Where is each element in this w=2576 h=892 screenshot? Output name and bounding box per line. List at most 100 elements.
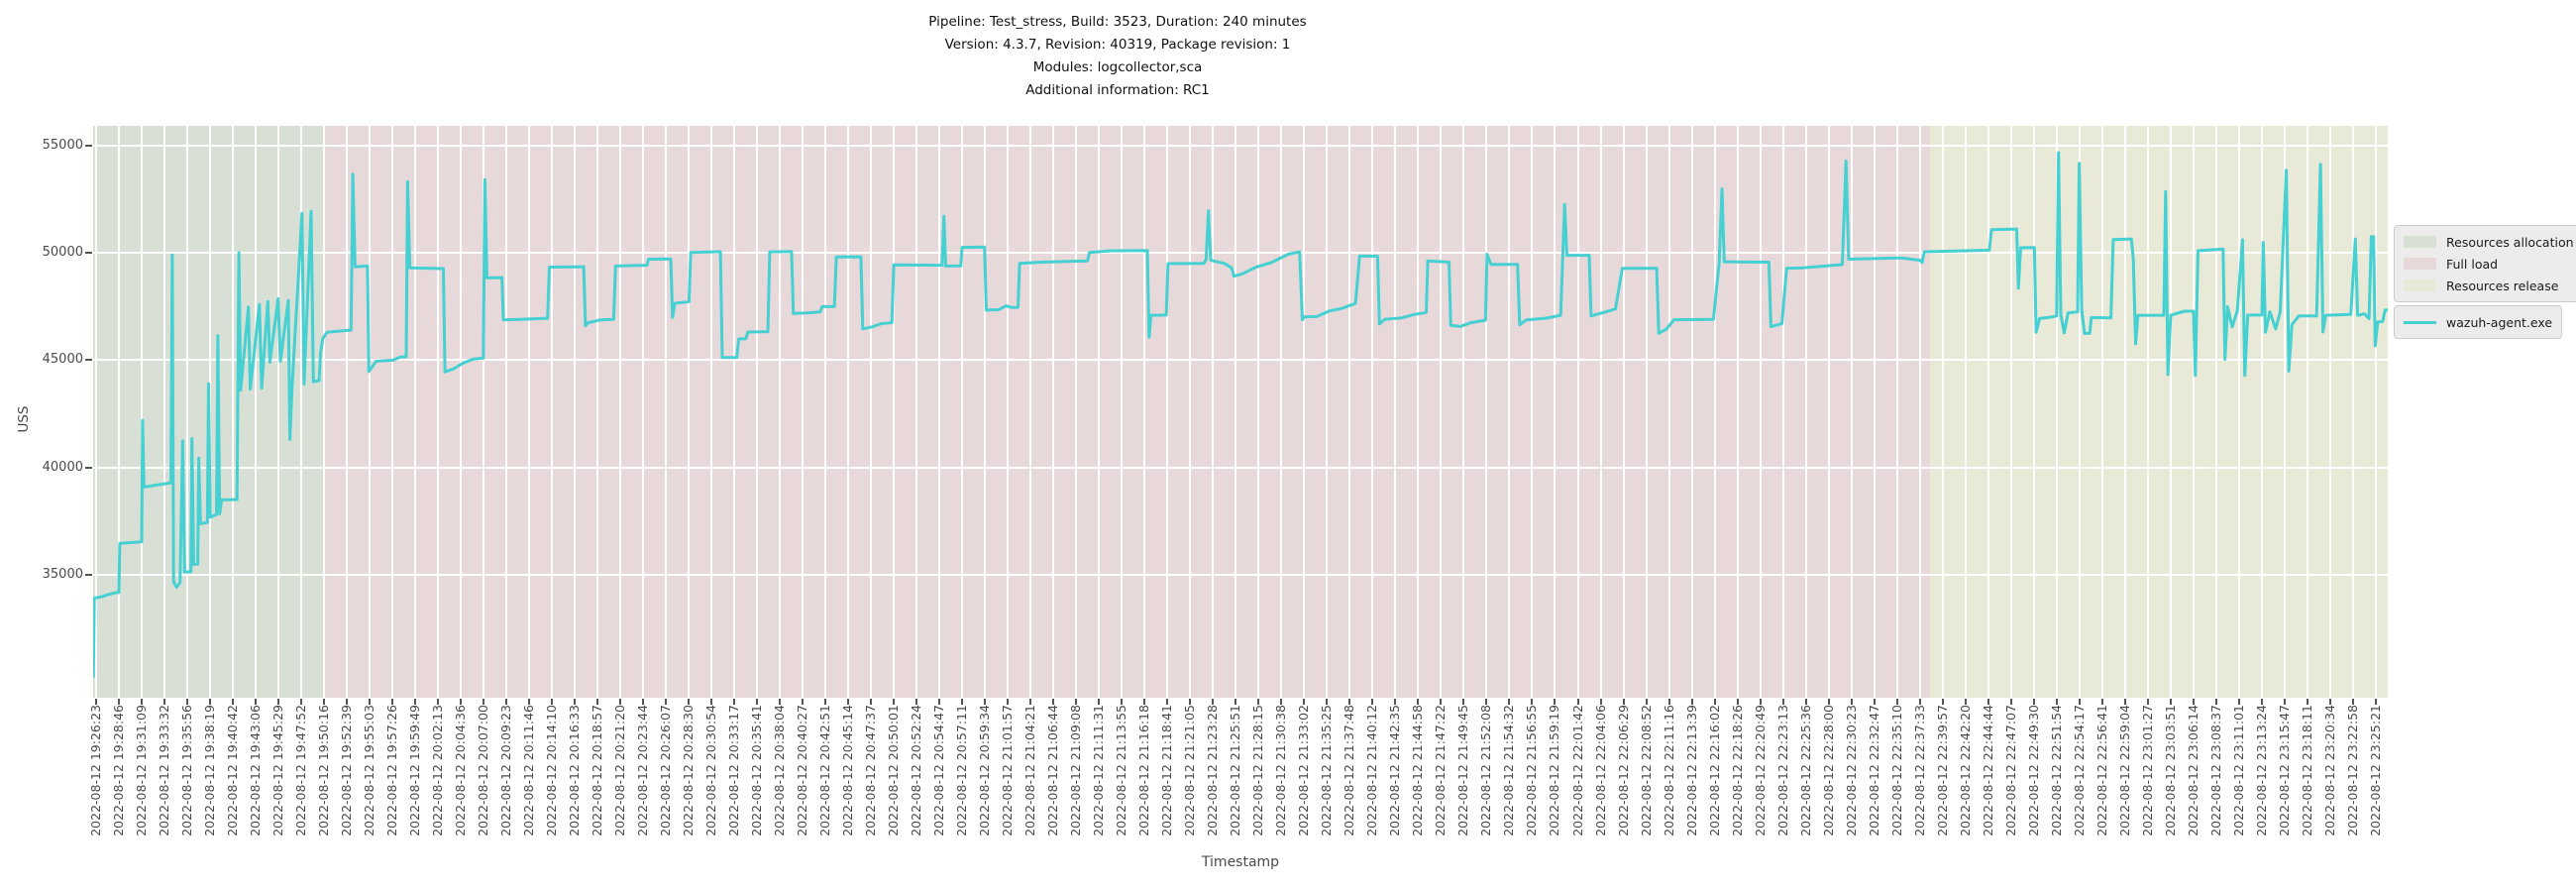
x-grid-line (527, 126, 530, 698)
x-tick-label: 2022-08-12 23:18:11 (2299, 705, 2314, 836)
y-grid-line (93, 466, 2388, 469)
x-tick-mark (1941, 699, 1944, 705)
x-grid-line (938, 126, 941, 698)
x-grid-line (687, 126, 690, 698)
x-tick-label: 2022-08-12 21:01:57 (1000, 705, 1016, 836)
x-tick-mark (938, 699, 941, 705)
y-grid-line (93, 574, 2388, 577)
x-tick-mark (1873, 699, 1876, 705)
x-tick-label: 2022-08-12 20:47:37 (863, 705, 879, 836)
x-tick-label: 2022-08-12 22:42:20 (1957, 705, 1973, 836)
x-grid-line (1508, 126, 1511, 698)
legend-swatch (2404, 236, 2436, 248)
x-tick-mark (140, 699, 143, 705)
x-tick-mark (1599, 699, 1602, 705)
x-tick-label: 2022-08-12 21:28:15 (1250, 705, 1266, 836)
x-grid-line (482, 126, 484, 698)
x-tick-label: 2022-08-12 21:47:22 (1433, 705, 1449, 836)
x-grid-line (185, 126, 188, 698)
x-tick-mark (459, 699, 462, 705)
x-grid-line (984, 126, 987, 698)
x-tick-label: 2022-08-12 22:08:52 (1638, 705, 1654, 836)
x-tick-label: 2022-08-12 20:35:41 (748, 705, 764, 836)
x-tick-label: 2022-08-12 23:13:24 (2253, 705, 2269, 836)
x-tick-mark (2306, 699, 2308, 705)
x-tick-mark (1121, 699, 1124, 705)
x-tick-mark (709, 699, 712, 705)
x-grid-line (2352, 126, 2355, 698)
x-tick-mark (2032, 699, 2035, 705)
legend-swatch (2404, 279, 2436, 291)
x-grid-line (801, 126, 804, 698)
x-tick-label: 2022-08-12 21:42:35 (1387, 705, 1403, 836)
x-tick-label: 2022-08-12 22:54:17 (2071, 705, 2087, 836)
x-grid-line (2192, 126, 2195, 698)
x-tick-label: 2022-08-12 19:38:19 (201, 705, 217, 836)
legend-series: wazuh-agent.exe (2394, 305, 2563, 339)
x-tick-mark (345, 699, 348, 705)
y-axis-label: USS (16, 405, 32, 433)
x-axis-label: Timestamp (1201, 854, 1280, 870)
x-tick-label: 2022-08-12 21:18:41 (1159, 705, 1175, 836)
x-tick-label: 2022-08-12 20:21:20 (611, 705, 627, 836)
legend-label: Resources release (2446, 278, 2559, 293)
x-grid-line (2100, 126, 2103, 698)
x-tick-mark (1257, 699, 1260, 705)
x-tick-label: 2022-08-12 20:02:13 (429, 705, 445, 836)
x-tick-label: 2022-08-12 22:44:44 (1980, 705, 1995, 836)
x-tick-mark (1690, 699, 1693, 705)
x-grid-line (2078, 126, 2081, 698)
x-tick-label: 2022-08-12 19:43:06 (247, 705, 263, 836)
x-tick-mark (595, 699, 598, 705)
x-tick-label: 2022-08-12 21:13:55 (1114, 705, 1129, 836)
legend-line-sample (2404, 320, 2436, 324)
x-tick-mark (436, 699, 439, 705)
x-tick-mark (1052, 699, 1055, 705)
x-grid-line (1371, 126, 1374, 698)
x-grid-line (1554, 126, 1556, 698)
x-tick-label: 2022-08-12 21:40:12 (1364, 705, 1380, 836)
x-grid-line (1121, 126, 1124, 698)
x-tick-label: 2022-08-12 22:23:13 (1774, 705, 1790, 836)
title-line-3: Modules: logcollector,sca (1032, 59, 1203, 75)
x-tick-mark (2375, 699, 2378, 705)
x-grid-line (1440, 126, 1443, 698)
y-tick-label: 45000 (42, 352, 83, 368)
x-tick-label: 2022-08-12 21:06:44 (1045, 705, 1061, 836)
x-grid-line (436, 126, 439, 698)
x-grid-line (390, 126, 393, 698)
x-tick-mark (2123, 699, 2126, 705)
x-tick-mark (1326, 699, 1329, 705)
x-grid-line (2214, 126, 2217, 698)
x-grid-line (2123, 126, 2126, 698)
legend-item: wazuh-agent.exe (2404, 311, 2552, 333)
x-tick-label: 2022-08-12 20:40:27 (794, 705, 809, 836)
x-grid-line (2237, 126, 2240, 698)
x-tick-mark (1781, 699, 1784, 705)
x-tick-mark (2237, 699, 2240, 705)
x-tick-mark (185, 699, 188, 705)
x-tick-label: 2022-08-12 20:28:30 (680, 705, 696, 836)
x-grid-line (618, 126, 621, 698)
x-grid-line (2329, 126, 2331, 698)
x-tick-label: 2022-08-12 22:35:10 (1888, 705, 1904, 836)
x-tick-label: 2022-08-12 21:56:55 (1524, 705, 1540, 836)
x-tick-mark (322, 699, 325, 705)
x-grid-line (732, 126, 735, 698)
x-tick-label: 2022-08-12 20:26:07 (657, 705, 673, 836)
x-tick-label: 2022-08-12 21:04:21 (1022, 705, 1038, 836)
x-tick-label: 2022-08-12 22:11:16 (1661, 705, 1676, 836)
legend-swatch (2404, 258, 2436, 270)
x-tick-label: 2022-08-12 23:11:01 (2230, 705, 2246, 836)
x-grid-line (573, 126, 576, 698)
title-line-2: Version: 4.3.7, Revision: 40319, Package… (944, 37, 1291, 53)
x-grid-line (1759, 126, 1762, 698)
x-grid-line (162, 126, 165, 698)
x-grid-line (778, 126, 781, 698)
x-grid-line (755, 126, 758, 698)
x-tick-mark (893, 699, 896, 705)
x-tick-mark (1554, 699, 1556, 705)
x-tick-mark (117, 699, 120, 705)
x-grid-line (1736, 126, 1739, 698)
